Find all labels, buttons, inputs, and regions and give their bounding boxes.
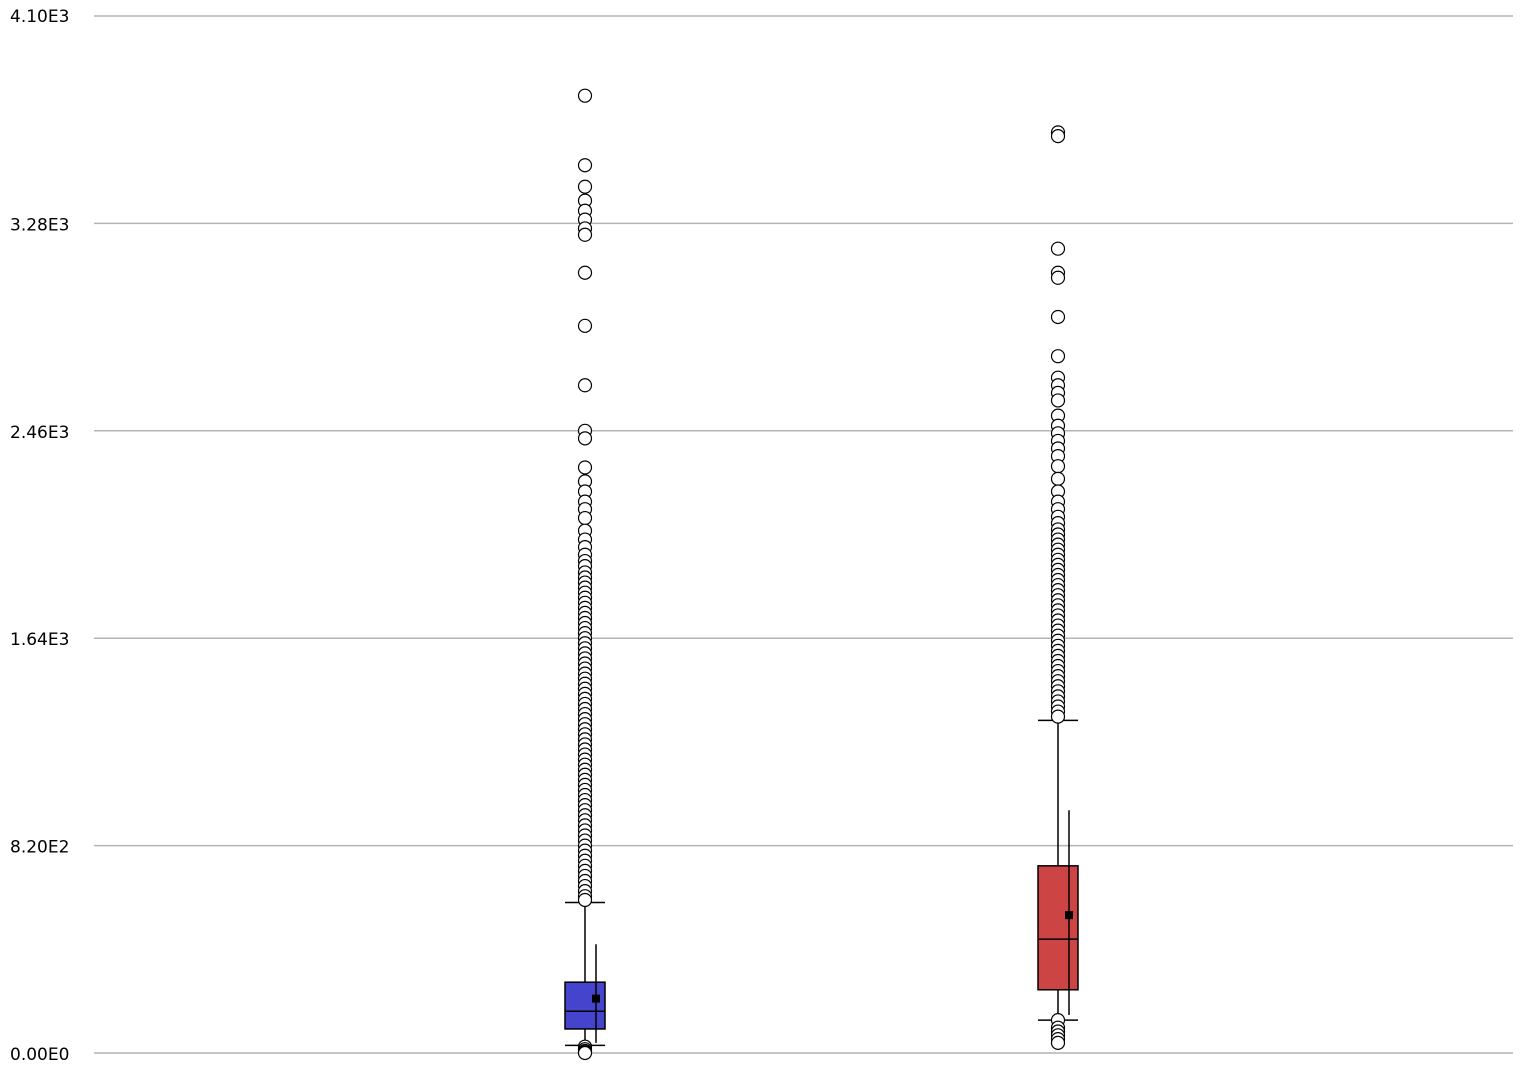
- y-tick-label-5: 4.10E3: [10, 7, 69, 27]
- outlier-high-1-6: [1050, 349, 1066, 364]
- boxes-layer: [564, 88, 1079, 1061]
- y-tick-label-0: 0.00E0: [10, 1045, 69, 1065]
- box-iqr-0: [564, 981, 606, 1030]
- y-tick-label-1: 8.20E2: [10, 838, 69, 858]
- box-series-0: [564, 88, 606, 1061]
- outlier-high-1-61: [1050, 709, 1066, 724]
- outlier-high-0-12: [577, 431, 593, 446]
- box-iqr-1: [1037, 865, 1079, 991]
- mean-marker-0: [592, 994, 600, 1003]
- mean-marker-1: [1065, 911, 1073, 920]
- outlier-low-1-5: [1050, 1035, 1066, 1050]
- outlier-high-0-7: [577, 227, 593, 242]
- outlier-high-1-18: [1050, 471, 1066, 486]
- outlier-high-0-13: [577, 460, 593, 475]
- outlier-high-0-1: [577, 158, 593, 173]
- outlier-high-0-10: [577, 378, 593, 393]
- outlier-high-0-9: [577, 318, 593, 333]
- y-tick-label-4: 3.28E3: [10, 215, 69, 235]
- outlier-high-1-10: [1050, 393, 1066, 408]
- y-axis: 0.00E0 8.20E2 1.64E3 2.46E3 3.28E3 4.10E3: [10, 7, 69, 1065]
- outlier-high-1-1: [1050, 129, 1066, 144]
- outlier-high-1-17: [1050, 459, 1066, 474]
- outlier-high-0-2: [577, 179, 593, 194]
- outlier-high-0-0: [577, 88, 593, 103]
- outlier-high-1-2: [1050, 241, 1066, 256]
- outlier-low-0-4: [577, 1045, 593, 1061]
- outlier-high-1-4: [1050, 270, 1066, 285]
- outlier-high-0-18: [577, 510, 593, 526]
- box-series-1: [1037, 125, 1079, 1050]
- outlier-high-1-5: [1050, 309, 1066, 325]
- y-tick-label-3: 2.46E3: [10, 423, 69, 443]
- grid-layer: [94, 15, 1513, 1054]
- outlier-high-0-90: [577, 892, 593, 908]
- y-tick-label-2: 1.64E3: [10, 630, 69, 650]
- outlier-high-0-8: [577, 265, 593, 280]
